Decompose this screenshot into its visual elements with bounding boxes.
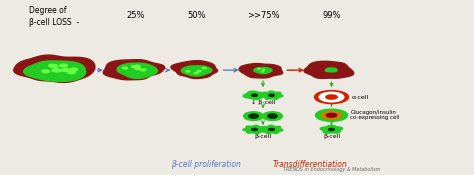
Circle shape [122,67,128,69]
Polygon shape [182,66,212,76]
Circle shape [135,68,140,70]
Text: TRENDS in Endocrinology & Metabolism: TRENDS in Endocrinology & Metabolism [283,167,380,172]
Circle shape [328,128,335,131]
Polygon shape [103,60,164,80]
Polygon shape [325,68,337,72]
Text: Transdifferentiation: Transdifferentiation [273,160,347,169]
Polygon shape [117,63,157,78]
Polygon shape [304,61,354,78]
Circle shape [42,70,49,73]
Polygon shape [239,64,283,78]
Polygon shape [243,125,265,134]
Ellipse shape [315,90,348,104]
Circle shape [62,69,70,71]
Circle shape [326,95,337,99]
Ellipse shape [249,114,258,118]
Circle shape [269,94,274,96]
Polygon shape [243,91,266,99]
Text: β-cell: β-cell [323,134,340,139]
Circle shape [54,69,62,72]
Circle shape [52,69,59,72]
Text: ↓ β-cell: ↓ β-cell [251,100,275,105]
Circle shape [326,113,337,117]
Ellipse shape [319,92,344,102]
Circle shape [194,72,198,74]
Circle shape [197,71,201,72]
Circle shape [202,67,206,69]
Ellipse shape [316,109,347,121]
Polygon shape [254,68,272,74]
Text: β-cell LOSS  -: β-cell LOSS - [29,18,79,27]
Text: >>75%: >>75% [246,11,279,20]
Circle shape [135,67,140,69]
Polygon shape [171,61,218,79]
Circle shape [135,65,140,67]
Circle shape [258,68,260,69]
Circle shape [60,64,67,67]
Text: β-cell: β-cell [255,134,272,139]
Circle shape [70,68,78,71]
Text: 99%: 99% [322,11,341,20]
Text: α-cell: α-cell [351,94,369,100]
Ellipse shape [244,112,264,120]
Polygon shape [14,55,95,82]
Polygon shape [260,91,283,99]
Circle shape [252,128,257,131]
Ellipse shape [321,111,341,119]
Circle shape [49,64,56,67]
Text: 25%: 25% [126,11,145,20]
Circle shape [262,71,264,72]
Text: β-cell proliferation: β-cell proliferation [171,160,241,169]
Text: 50%: 50% [188,11,206,20]
Circle shape [263,69,264,70]
Circle shape [186,71,190,72]
Ellipse shape [268,114,277,118]
Text: Degree of: Degree of [29,6,66,15]
Circle shape [50,65,58,68]
Circle shape [269,128,274,131]
Circle shape [252,94,257,96]
Polygon shape [24,61,86,81]
Circle shape [68,71,75,74]
Circle shape [141,69,146,71]
Text: Glucagon/insulin
co-expressing cell: Glucagon/insulin co-expressing cell [350,110,400,120]
Ellipse shape [263,112,283,120]
Circle shape [132,66,137,68]
Polygon shape [320,125,343,133]
Polygon shape [260,125,283,134]
